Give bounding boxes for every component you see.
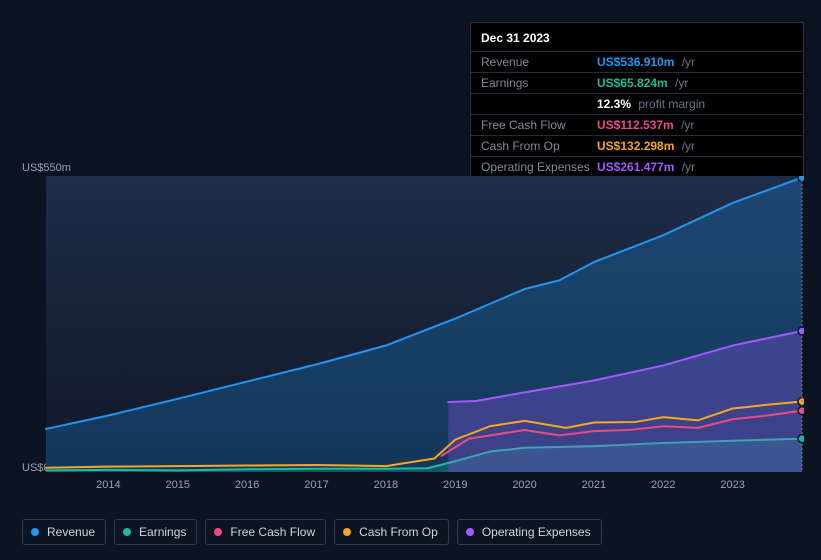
tooltip-row-unit: /yr <box>678 139 695 153</box>
x-axis-tick: 2019 <box>443 479 467 491</box>
tooltip-row-value: US$261.477m /yr <box>597 160 695 174</box>
tooltip-title: Dec 31 2023 <box>471 27 803 51</box>
tooltip-row-unit: /yr <box>672 76 689 90</box>
legend-item-label: Revenue <box>47 525 95 539</box>
tooltip-row-unit: /yr <box>678 118 695 132</box>
tooltip-row: RevenueUS$536.910m /yr <box>471 51 803 72</box>
series-marker-opex <box>798 327 804 335</box>
legend-item-label: Operating Expenses <box>482 525 591 539</box>
tooltip-row-label: Free Cash Flow <box>481 118 597 132</box>
x-axis-tick: 2018 <box>374 479 398 491</box>
x-axis-tick: 2014 <box>96 479 120 491</box>
legend-item-opex[interactable]: Operating Expenses <box>457 519 602 545</box>
series-marker-fcf <box>798 407 804 415</box>
tooltip-row: Operating ExpensesUS$261.477m /yr <box>471 156 803 177</box>
series-marker-revenue <box>798 176 804 182</box>
x-axis-tick: 2016 <box>235 479 259 491</box>
legend-item-label: Cash From Op <box>359 525 438 539</box>
tooltip-row-value: US$65.824m /yr <box>597 76 688 90</box>
tooltip-row: EarningsUS$65.824m /yr <box>471 72 803 93</box>
legend-item-fcf[interactable]: Free Cash Flow <box>205 519 326 545</box>
legend-item-revenue[interactable]: Revenue <box>22 519 106 545</box>
tooltip-row-value: 12.3% profit margin <box>597 97 705 111</box>
tooltip-row-label: Earnings <box>481 76 597 90</box>
tooltip-row-label: Operating Expenses <box>481 160 597 174</box>
legend-dot-icon <box>466 528 474 536</box>
chart-legend: Revenue Earnings Free Cash Flow Cash From O… <box>22 519 602 545</box>
series-marker-earnings <box>798 435 804 443</box>
tooltip-row-value: US$112.537m /yr <box>597 118 694 132</box>
tooltip-row: 12.3% profit margin <box>471 93 803 114</box>
chart-svg: 2014 2015 2016 2017 2018 2019 2020 2021 2022 2023 <box>18 176 804 496</box>
tooltip-row-value: US$132.298m /yr <box>597 139 695 153</box>
x-axis-tick: 2022 <box>651 479 675 491</box>
x-axis-tick: 2017 <box>304 479 328 491</box>
chart-container: Dec 31 2023 RevenueUS$536.910m /yrEarnin… <box>0 0 821 560</box>
tooltip-row-value: US$536.910m /yr <box>597 55 695 69</box>
legend-dot-icon <box>31 528 39 536</box>
legend-dot-icon <box>214 528 222 536</box>
x-axis-tick: 2021 <box>582 479 606 491</box>
tooltip-row-unit: /yr <box>678 55 695 69</box>
chart-tooltip: Dec 31 2023 RevenueUS$536.910m /yrEarnin… <box>470 22 804 180</box>
x-axis-tick: 2023 <box>720 479 744 491</box>
legend-item-earnings[interactable]: Earnings <box>114 519 197 545</box>
legend-item-label: Free Cash Flow <box>230 525 315 539</box>
chart-plot-area[interactable]: 2014201520162017201820192020202120222023 <box>18 176 804 474</box>
y-axis-max-label: US$550m <box>22 162 71 174</box>
x-axis-tick: 2020 <box>512 479 536 491</box>
legend-dot-icon <box>123 528 131 536</box>
tooltip-row-label: Cash From Op <box>481 139 597 153</box>
legend-item-label: Earnings <box>139 525 186 539</box>
tooltip-row-unit: profit margin <box>635 97 705 111</box>
tooltip-row-unit: /yr <box>678 160 695 174</box>
tooltip-row-label: Revenue <box>481 55 597 69</box>
tooltip-row: Cash From OpUS$132.298m /yr <box>471 135 803 156</box>
legend-dot-icon <box>343 528 351 536</box>
legend-item-cfo[interactable]: Cash From Op <box>334 519 449 545</box>
series-marker-cfo <box>798 397 804 405</box>
x-axis-tick: 2015 <box>166 479 190 491</box>
tooltip-row: Free Cash FlowUS$112.537m /yr <box>471 114 803 135</box>
